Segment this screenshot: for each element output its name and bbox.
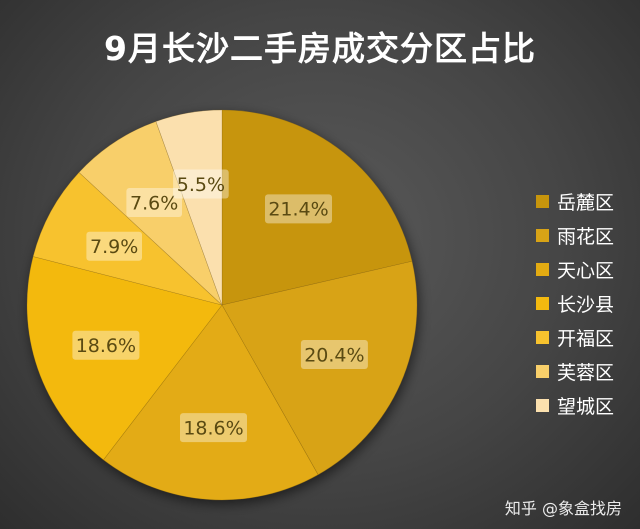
legend-item-7: 望城区 <box>536 388 636 422</box>
legend-label: 望城区 <box>557 395 615 418</box>
pie-slice-2 <box>221 260 418 476</box>
legend-swatch <box>536 398 549 412</box>
legend-label: 天心区 <box>557 259 615 282</box>
legend-swatch <box>536 194 549 208</box>
data-label-text: 18.6% <box>183 417 243 439</box>
legend-label: 开福区 <box>557 327 615 350</box>
legend-item-2: 雨花区 <box>536 218 636 252</box>
legend-item-5: 开福区 <box>536 320 636 354</box>
data-label-box <box>86 231 142 261</box>
data-label-text: 20.4% <box>304 344 364 366</box>
data-label-box <box>180 413 247 443</box>
data-label-box <box>265 194 332 224</box>
pie-slice-6 <box>78 121 223 306</box>
data-label-5: 7.9% <box>86 231 142 261</box>
data-label-text: 7.6% <box>130 192 178 214</box>
data-label-7: 5.5% <box>173 169 229 199</box>
legend-swatch <box>536 262 549 276</box>
data-label-1: 21.4% <box>265 194 332 224</box>
pie-slice-7 <box>155 109 223 306</box>
legend-swatch <box>536 296 549 310</box>
data-label-box <box>126 188 182 217</box>
pie-slice-5 <box>32 171 223 306</box>
legend-label: 长沙县 <box>557 293 615 316</box>
legend-swatch <box>536 228 549 242</box>
data-label-6: 7.6% <box>126 188 182 217</box>
legend-item-3: 天心区 <box>536 252 636 286</box>
data-label-2: 20.4% <box>300 340 368 369</box>
data-label-text: 7.9% <box>90 236 138 258</box>
legend-swatch <box>536 364 549 378</box>
data-label-3: 18.6% <box>180 413 247 443</box>
legend-label: 雨花区 <box>557 225 615 248</box>
data-label-box <box>173 169 229 199</box>
data-label-text: 21.4% <box>268 199 328 221</box>
data-label-box <box>72 330 140 360</box>
watermark: 知乎 @象盒找房 <box>504 499 622 518</box>
legend-label: 芙蓉区 <box>557 361 615 384</box>
legend: 岳麓区雨花区天心区长沙县开福区芙蓉区望城区 <box>536 184 636 422</box>
legend-item-6: 芙蓉区 <box>536 354 636 388</box>
legend-item-4: 长沙县 <box>536 286 636 320</box>
pie-slice-4 <box>26 256 223 461</box>
pie-slice-1 <box>221 109 413 306</box>
chart-title: 9月长沙二手房成交分区占比 <box>104 29 536 68</box>
legend-swatch <box>536 330 549 344</box>
data-label-4: 18.6% <box>72 330 140 360</box>
data-label-text: 5.5% <box>177 174 225 196</box>
data-label-text: 18.6% <box>76 335 136 357</box>
pie-slice-3 <box>103 304 319 501</box>
legend-label: 岳麓区 <box>557 191 615 214</box>
legend-item-1: 岳麓区 <box>536 184 636 218</box>
data-label-box <box>300 340 368 369</box>
